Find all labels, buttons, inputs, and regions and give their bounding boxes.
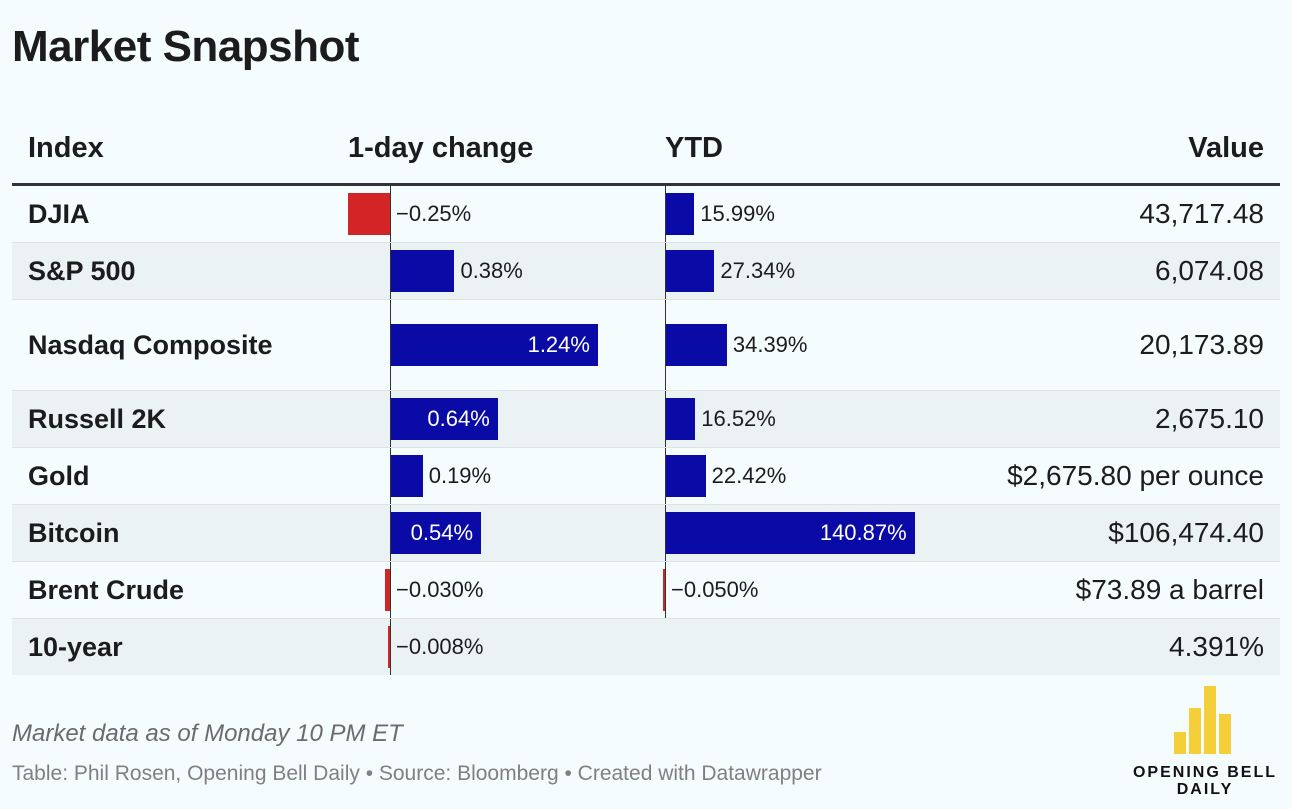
- logo-text-line2: DAILY: [1176, 781, 1234, 798]
- table-row: 10-year −0.008% 4.391%: [12, 619, 1280, 675]
- ytd-label: 15.99%: [700, 201, 775, 226]
- footnote: Market data as of Monday 10 PM ET: [12, 720, 403, 747]
- chart-title: Market Snapshot: [12, 22, 360, 71]
- ytd-axis: [665, 505, 666, 561]
- table-row: Russell 2K 0.64% 16.52% 2,675.10: [12, 391, 1280, 448]
- day-change-label: −0.25%: [396, 201, 472, 226]
- day-change-bar: [348, 193, 390, 235]
- value-cell: 2,675.10: [1155, 403, 1264, 434]
- ytd-axis: [665, 562, 666, 618]
- index-name: Russell 2K: [28, 403, 167, 434]
- header-value: Value: [1188, 132, 1264, 164]
- ytd-axis: [665, 448, 666, 504]
- table-body: DJIA −0.25% 15.99% 43,717.48 S&P 500 0.38% 27.…: [12, 186, 1280, 675]
- credit-line: Table: Phil Rosen, Opening Bell Daily • …: [12, 762, 822, 785]
- table-row: Gold 0.19% 22.42% $2,675.80 per ounce: [12, 448, 1280, 505]
- day-change-axis: [390, 562, 391, 618]
- table-row: Nasdaq Composite 1.24% 34.39% 20,173.89: [12, 300, 1280, 391]
- day-change-label: −0.030%: [396, 577, 484, 602]
- day-change-axis: [390, 619, 391, 675]
- ytd-axis: [665, 391, 666, 447]
- ytd-axis: [665, 186, 666, 242]
- opening-bell-daily-logo: OPENING BELL DAILY: [1130, 686, 1280, 798]
- header-ytd: YTD: [665, 132, 723, 164]
- table-row: S&P 500 0.38% 27.34% 6,074.08: [12, 243, 1280, 300]
- value-cell: $2,675.80 per ounce: [1007, 460, 1264, 491]
- value-cell: 20,173.89: [1139, 329, 1264, 360]
- ytd-label: 34.39%: [732, 332, 808, 357]
- index-name: Nasdaq Composite: [28, 329, 273, 360]
- value-cell: 4.391%: [1169, 631, 1264, 662]
- value-cell: 43,717.48: [1139, 198, 1264, 229]
- ytd-label: 16.52%: [701, 406, 776, 431]
- ytd-bar: [666, 250, 715, 292]
- table-row: Bitcoin 0.54% 140.87% $106,474.40: [12, 505, 1280, 562]
- index-name: DJIA: [28, 198, 90, 229]
- value-cell: $106,474.40: [1108, 517, 1264, 548]
- day-change-bar: [391, 250, 455, 292]
- index-name: S&P 500: [28, 255, 136, 286]
- day-change-bar: [391, 398, 498, 440]
- day-change-axis: [390, 243, 391, 299]
- day-change-bar: [391, 455, 423, 497]
- table-row: Brent Crude −0.030% −0.050% $73.89 a barrel: [12, 562, 1280, 619]
- day-change-label: −0.008%: [396, 634, 484, 659]
- day-change-axis: [390, 300, 391, 390]
- bar-chart-icon: [1174, 686, 1238, 754]
- day-change-label: 0.54%: [410, 520, 474, 545]
- ytd-axis: [665, 300, 666, 390]
- ytd-bar: [666, 324, 727, 366]
- day-change-bar: [391, 512, 482, 554]
- day-change-axis: [390, 186, 391, 242]
- day-change-label: 0.19%: [428, 463, 492, 488]
- ytd-bar: [663, 569, 665, 611]
- ytd-bar: [666, 455, 706, 497]
- day-change-label: 1.24%: [527, 332, 590, 357]
- index-name: Gold: [28, 460, 90, 491]
- table-row: DJIA −0.25% 15.99% 43,717.48: [12, 186, 1280, 243]
- day-change-axis: [390, 448, 391, 504]
- day-change-label: 0.38%: [460, 258, 523, 283]
- logo-text-line1: OPENING BELL: [1132, 764, 1277, 781]
- day-change-axis: [390, 391, 391, 447]
- ytd-axis: [665, 243, 666, 299]
- day-change-label: 0.64%: [427, 406, 490, 431]
- index-name: Bitcoin: [28, 517, 120, 548]
- day-change-axis: [390, 505, 391, 561]
- ytd-bar: [666, 193, 695, 235]
- value-cell: 6,074.08: [1155, 255, 1264, 286]
- ytd-bar: [666, 512, 916, 554]
- index-name: 10-year: [28, 631, 123, 662]
- day-change-bar: [391, 324, 599, 366]
- header-index: Index: [28, 132, 104, 164]
- market-table: Index 1-day change YTD Value DJIA −0.25% 1…: [12, 120, 1280, 675]
- value-cell: $73.89 a barrel: [1075, 574, 1264, 605]
- ytd-label: 27.34%: [720, 258, 796, 283]
- ytd-label: 140.87%: [819, 520, 907, 545]
- table-header: Index 1-day change YTD Value: [12, 120, 1280, 186]
- day-change-bar: [384, 569, 390, 611]
- ytd-label: 22.42%: [711, 463, 787, 488]
- ytd-label: −0.050%: [671, 577, 759, 602]
- ytd-bar: [666, 398, 696, 440]
- header-1-day-change: 1-day change: [348, 132, 534, 164]
- index-name: Brent Crude: [28, 574, 185, 605]
- day-change-bar: [388, 626, 390, 668]
